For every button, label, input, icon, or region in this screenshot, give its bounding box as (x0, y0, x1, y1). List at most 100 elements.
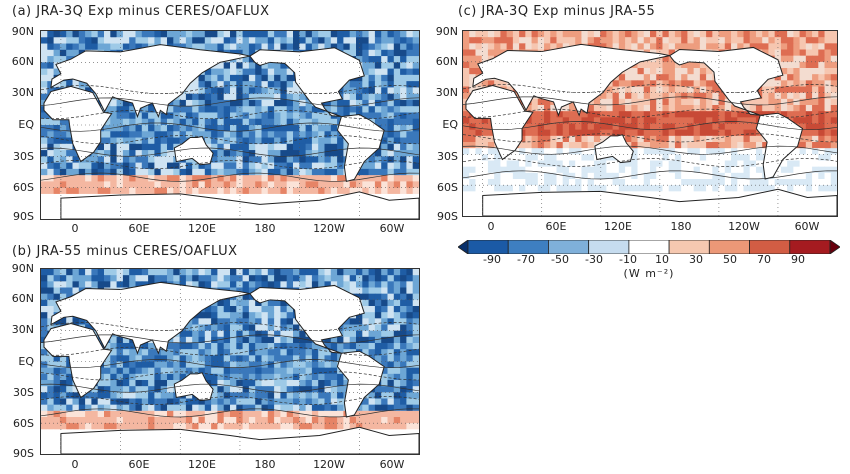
field-cell (211, 404, 218, 412)
field-cell (812, 61, 819, 69)
field-cell (230, 386, 237, 393)
field-cell (662, 148, 670, 155)
field-cell (487, 49, 495, 57)
field-cell (167, 343, 174, 350)
field-cell (204, 137, 212, 145)
field-cell (248, 330, 256, 338)
field-cell (104, 392, 111, 399)
field-cell (393, 87, 401, 95)
field-cell (324, 125, 332, 132)
field-cell (53, 31, 61, 38)
field-cell (280, 131, 288, 139)
field-cell (286, 324, 294, 332)
field-cell (255, 312, 262, 319)
field-cell (575, 117, 582, 124)
field-cell (656, 43, 663, 50)
field-cell (362, 43, 370, 51)
field-cell (568, 117, 576, 124)
field-cell (267, 343, 275, 350)
field-cell (116, 168, 124, 176)
field-cell (204, 31, 212, 38)
field-cell (631, 123, 639, 131)
field-cell (122, 343, 130, 350)
field-cell (656, 55, 663, 63)
field-cell (72, 423, 80, 430)
field-cell (116, 131, 124, 139)
field-cell (406, 74, 414, 82)
field-cell (387, 330, 395, 338)
field-cell (618, 117, 626, 124)
field-cell (236, 125, 244, 132)
field-cell (400, 429, 407, 436)
field-cell (662, 160, 670, 168)
field-cell (662, 105, 670, 112)
field-cell (637, 98, 645, 106)
field-cell (381, 68, 388, 76)
field-cell (318, 380, 325, 387)
lat-label: 30S (437, 150, 458, 163)
field-cell (406, 293, 414, 301)
field-cell (122, 31, 130, 38)
field-cell (286, 349, 294, 356)
field-cell (211, 193, 218, 201)
field-cell (469, 68, 476, 75)
field-cell (274, 373, 281, 381)
field-cell (192, 423, 199, 430)
field-cell (318, 386, 325, 393)
field-cell (211, 125, 218, 132)
field-cell (631, 135, 639, 143)
field-cell (104, 31, 111, 38)
field-cell (587, 142, 595, 149)
field-cell (780, 105, 788, 112)
field-cell (274, 281, 281, 288)
field-cell (299, 380, 307, 387)
field-cell (242, 367, 250, 375)
map-panel-c (462, 30, 838, 217)
field-cell (91, 423, 99, 430)
field-cell (374, 324, 382, 332)
field-cell (393, 386, 401, 393)
field-cell (368, 392, 376, 399)
field-cell (116, 99, 124, 107)
north-america-landmass (249, 47, 365, 118)
field-cell (85, 398, 92, 406)
field-cell (506, 154, 514, 161)
field-cell (387, 312, 395, 319)
field-cell (41, 181, 48, 189)
field-cell (104, 187, 111, 195)
field-cell (393, 62, 401, 70)
field-cell (749, 123, 757, 131)
field-cell (242, 398, 250, 406)
field-cell (805, 117, 813, 124)
field-cell (78, 410, 86, 418)
field-cell (41, 112, 48, 120)
field-cell (487, 31, 495, 38)
field-cell (400, 37, 407, 45)
field-cell (799, 142, 807, 149)
field-cell (248, 49, 256, 57)
field-cell (550, 31, 557, 38)
field-cell (122, 361, 130, 369)
field-cell (148, 162, 155, 170)
field-cell (381, 187, 388, 195)
field-cell (154, 187, 162, 195)
field-cell (167, 150, 174, 157)
field-cell (135, 410, 143, 418)
field-cell (274, 380, 281, 387)
field-cell (280, 143, 288, 151)
field-cell (400, 293, 407, 301)
field-cell (674, 92, 682, 100)
field-cell (412, 131, 419, 139)
field-cell (718, 37, 726, 44)
field-cell (618, 160, 626, 168)
field-cell (805, 92, 813, 100)
field-cell (110, 355, 118, 362)
field-cell (356, 287, 363, 295)
field-cell (469, 61, 476, 69)
field-cell (400, 118, 407, 126)
field-cell (812, 80, 819, 87)
field-cell (406, 417, 414, 424)
field-cell (167, 336, 174, 344)
field-cell (381, 56, 388, 63)
field-cell (406, 181, 414, 189)
